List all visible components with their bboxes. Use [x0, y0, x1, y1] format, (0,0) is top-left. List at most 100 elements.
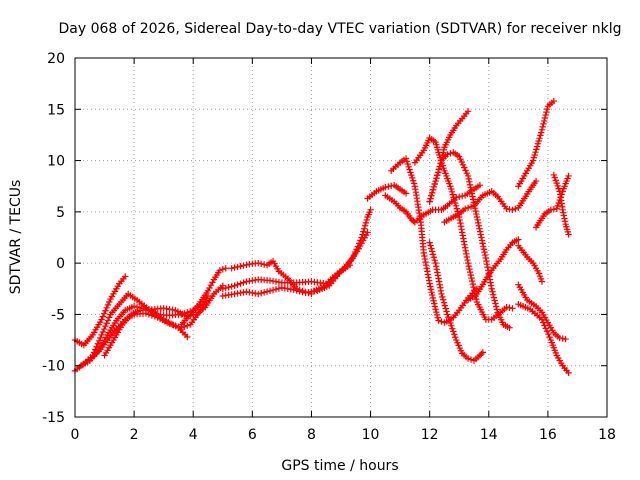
- data-point: [464, 172, 472, 180]
- y-tick-label: 20: [47, 51, 65, 67]
- data-point: [444, 311, 451, 318]
- data-point: [537, 132, 544, 139]
- data-point: [463, 169, 471, 177]
- data-point: [488, 285, 495, 292]
- data-point: [533, 143, 541, 150]
- data-point: [476, 181, 484, 189]
- data-point: [359, 231, 366, 238]
- data-point: [166, 320, 173, 327]
- data-point: [466, 181, 474, 188]
- data-point: [479, 349, 487, 356]
- data-point: [447, 185, 455, 193]
- series-arc-21: [515, 97, 557, 190]
- data-point: [237, 280, 244, 287]
- data-point: [456, 153, 463, 160]
- data-point: [543, 108, 550, 116]
- data-point: [408, 171, 415, 179]
- x-tick-label: 10: [362, 427, 380, 443]
- data-point: [429, 186, 437, 194]
- data-point: [430, 183, 438, 191]
- data-point: [106, 298, 113, 306]
- data-point: [461, 164, 468, 171]
- data-point: [100, 310, 108, 317]
- data-point: [263, 288, 271, 295]
- data-point: [477, 231, 484, 238]
- series-arc-15: [411, 134, 516, 323]
- data-point: [458, 158, 465, 166]
- data-point: [429, 248, 436, 255]
- data-point: [473, 210, 480, 218]
- data-point: [541, 114, 549, 122]
- data-point: [222, 284, 229, 292]
- data-point: [434, 314, 441, 321]
- data-point: [432, 177, 439, 185]
- data-point: [99, 328, 107, 336]
- data-point: [461, 205, 469, 212]
- data-point: [543, 328, 551, 335]
- x-tick-label: 16: [539, 427, 557, 443]
- data-point: [275, 285, 283, 292]
- data-point: [434, 169, 442, 176]
- data-point: [441, 302, 449, 309]
- data-point: [474, 216, 481, 224]
- x-tick-label: 8: [307, 427, 316, 443]
- data-point: [353, 246, 360, 253]
- data-point: [448, 322, 455, 330]
- data-point: [550, 171, 557, 179]
- data-point: [429, 189, 436, 197]
- data-point: [240, 262, 247, 269]
- data-point: [543, 105, 551, 113]
- series-arc-24: [515, 300, 572, 377]
- data-point: [231, 282, 238, 289]
- data-point: [97, 334, 104, 342]
- data-point: [512, 205, 519, 212]
- data-point: [385, 183, 392, 190]
- data-point: [492, 303, 500, 310]
- data-point: [554, 202, 561, 210]
- data-point: [440, 299, 448, 306]
- data-point: [272, 286, 280, 293]
- data-point: [207, 281, 215, 289]
- data-point: [429, 294, 437, 302]
- data-point: [450, 194, 457, 201]
- data-point: [243, 261, 250, 269]
- data-point: [436, 163, 443, 170]
- data-point: [545, 331, 552, 338]
- data-point: [532, 148, 539, 156]
- data-point: [466, 265, 473, 273]
- data-point: [429, 291, 436, 299]
- data-point: [447, 319, 454, 327]
- data-point: [475, 219, 482, 227]
- data-point: [367, 206, 374, 214]
- data-point: [450, 328, 457, 335]
- data-point: [473, 295, 480, 303]
- data-point: [532, 177, 540, 185]
- data-point: [540, 120, 547, 128]
- data-point: [478, 234, 485, 241]
- data-point: [410, 180, 418, 187]
- data-point: [464, 108, 472, 115]
- data-point: [206, 284, 213, 292]
- data-point: [449, 325, 456, 332]
- data-point: [133, 303, 141, 311]
- series-arc-26: [550, 171, 572, 238]
- data-point: [533, 146, 540, 153]
- data-point: [439, 296, 447, 303]
- data-point: [406, 166, 413, 173]
- data-point: [299, 288, 306, 296]
- data-point: [151, 313, 158, 320]
- y-tick-label: -10: [42, 359, 65, 375]
- data-point: [509, 305, 516, 312]
- data-point: [531, 151, 538, 159]
- data-point: [466, 268, 474, 276]
- data-point: [427, 195, 434, 202]
- data-point: [428, 289, 435, 296]
- data-point: [467, 356, 475, 363]
- data-point: [433, 311, 441, 319]
- data-point: [465, 262, 472, 270]
- axis-ticks: [74, 57, 608, 418]
- data-point: [260, 289, 268, 296]
- data-point: [565, 172, 572, 180]
- data-point: [428, 192, 435, 199]
